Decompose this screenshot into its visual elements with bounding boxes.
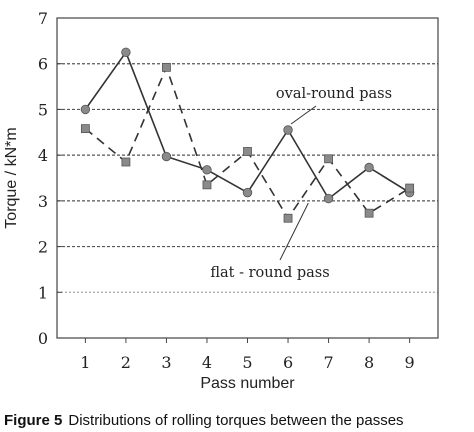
y-tick-label: 6 — [38, 55, 48, 74]
series-point — [283, 213, 293, 223]
x-tick-labels: 1 2 3 4 5 6 7 8 9 — [80, 338, 415, 372]
series-point — [243, 147, 252, 156]
x-tick-label: 5 — [242, 353, 252, 372]
series-point — [405, 183, 415, 193]
series-point — [364, 208, 374, 218]
figure-caption-label: Figure 5 — [4, 412, 63, 429]
annotation-flat-round: flat - round pass — [210, 265, 329, 281]
y-tick-label: 3 — [38, 192, 48, 211]
x-tick-label: 4 — [202, 353, 212, 372]
x-tick-label: 6 — [283, 353, 293, 372]
x-tick-label: 3 — [161, 353, 171, 372]
data-series — [80, 47, 415, 223]
y-axis-label: Torque / kN*m — [3, 127, 20, 228]
x-tick-label: 8 — [364, 353, 374, 372]
series-point — [80, 104, 91, 115]
annotations: oval-round pass flat - round pass — [210, 86, 392, 281]
series-point — [364, 162, 374, 173]
y-tick-label: 5 — [38, 100, 48, 119]
series-line — [84, 50, 411, 200]
series-point — [161, 151, 172, 162]
y-tick-label: 4 — [38, 146, 48, 165]
y-tick-labels: 0 1 2 3 4 5 6 7 — [38, 9, 62, 348]
figure-caption-text: Distributions of rolling torques between… — [68, 412, 404, 429]
y-tick-label: 0 — [38, 329, 48, 348]
series-point — [324, 154, 333, 164]
y-tick-label: 1 — [38, 283, 48, 302]
series-point — [323, 193, 334, 204]
x-tick-label: 1 — [80, 353, 90, 372]
axes — [56, 17, 439, 339]
series-point — [202, 165, 212, 175]
series-point — [242, 187, 253, 198]
annotation-oval-round: oval-round pass — [276, 86, 392, 102]
series-point — [162, 62, 171, 72]
series-point — [121, 157, 131, 167]
series-point — [283, 125, 293, 135]
series-point — [121, 47, 131, 57]
y-tick-label: 2 — [38, 238, 48, 257]
x-tick-label: 2 — [121, 353, 131, 372]
x-tick-label: 7 — [323, 353, 333, 372]
x-tick-label: 9 — [405, 353, 415, 372]
y-tick-label: 7 — [38, 9, 48, 28]
series-point — [202, 180, 212, 190]
x-axis-label: Pass number — [200, 375, 295, 392]
figure-caption: Figure 5 Distributions of rolling torques… — [4, 412, 474, 429]
series-point — [80, 124, 90, 134]
annotation-leader-oval-round — [290, 105, 317, 125]
plot-frame — [56, 17, 439, 339]
annotation-leader-flat-round — [279, 202, 309, 261]
